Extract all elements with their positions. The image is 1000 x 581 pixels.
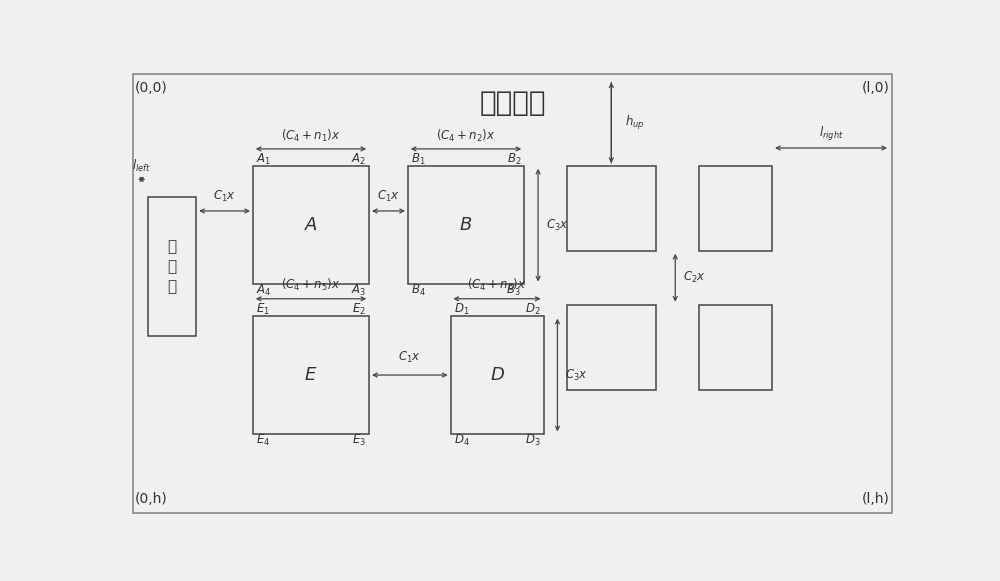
Bar	[567, 304, 656, 390]
Text: 线
路
名: 线 路 名	[168, 239, 177, 294]
Text: $A_4$: $A_4$	[256, 284, 271, 299]
Text: $C_1x$: $C_1x$	[377, 189, 400, 205]
Bar	[698, 166, 772, 251]
Text: $(C_4+n_6)x$: $(C_4+n_6)x$	[467, 277, 527, 293]
Text: $A_3$: $A_3$	[351, 284, 366, 299]
Text: (0,0): (0,0)	[135, 81, 168, 95]
Text: $A_1$: $A_1$	[256, 152, 271, 167]
Bar	[567, 166, 656, 251]
Text: $C_1x$: $C_1x$	[398, 350, 421, 365]
Text: $h_{up}$: $h_{up}$	[625, 114, 645, 132]
Text: $D_2$: $D_2$	[525, 302, 540, 317]
Text: (0,h): (0,h)	[135, 492, 168, 506]
Bar	[148, 197, 196, 336]
Text: $l_{right}$: $l_{right}$	[819, 125, 843, 143]
Text: $B_1$: $B_1$	[411, 152, 426, 167]
Text: $E_3$: $E_3$	[352, 433, 366, 449]
Text: $(C_4+n_5)x$: $(C_4+n_5)x$	[281, 277, 341, 293]
Text: $D_1$: $D_1$	[454, 302, 469, 317]
Text: $B_2$: $B_2$	[507, 152, 521, 167]
Text: $B_3$: $B_3$	[506, 284, 521, 299]
Bar	[253, 316, 369, 435]
Text: $B_4$: $B_4$	[411, 284, 426, 299]
Text: $E_1$: $E_1$	[256, 302, 270, 317]
Text: $l_{left}$: $l_{left}$	[132, 158, 151, 174]
Bar	[408, 166, 524, 285]
Text: $A_2$: $A_2$	[351, 152, 366, 167]
Text: (l,0): (l,0)	[862, 81, 890, 95]
Text: $A$: $A$	[304, 216, 318, 234]
Text: $D_4$: $D_4$	[454, 433, 469, 449]
Text: $C_3x$: $C_3x$	[565, 368, 588, 383]
Text: $(C_4+n_2)x$: $(C_4+n_2)x$	[436, 127, 496, 144]
Text: $C_2x$: $C_2x$	[683, 270, 706, 285]
Text: $(C_4+n_1)x$: $(C_4+n_1)x$	[281, 127, 341, 144]
Text: $C_3x$: $C_3x$	[546, 218, 569, 233]
Bar	[450, 316, 544, 435]
Text: $E$: $E$	[304, 366, 318, 384]
Text: $D$: $D$	[490, 366, 505, 384]
Text: $C_1x$: $C_1x$	[213, 189, 236, 205]
Text: $E_2$: $E_2$	[352, 302, 366, 317]
Text: $D_3$: $D_3$	[525, 433, 540, 449]
Text: 线路名称: 线路名称	[479, 89, 546, 117]
Text: $E_4$: $E_4$	[256, 433, 270, 449]
Text: (l,h): (l,h)	[862, 492, 890, 506]
Bar	[698, 304, 772, 390]
Text: $B$: $B$	[459, 216, 473, 234]
Bar	[253, 166, 369, 285]
